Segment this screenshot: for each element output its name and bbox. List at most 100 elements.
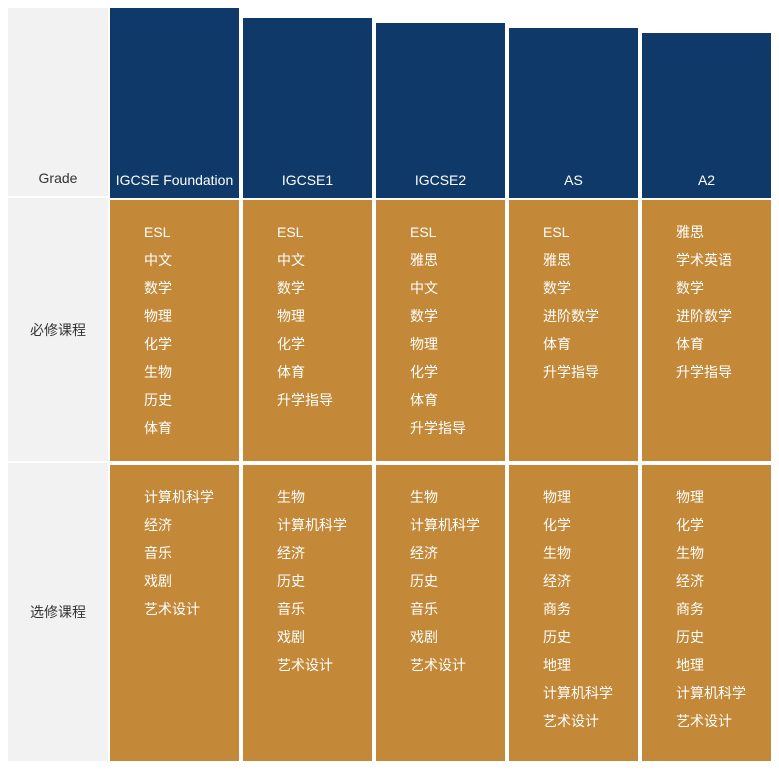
list-item: 数学 <box>519 274 634 302</box>
list-item: 学术英语 <box>652 246 767 274</box>
list-item: 体育 <box>519 330 634 358</box>
list-item: 雅思 <box>652 218 767 246</box>
column-header: AS <box>507 28 640 198</box>
list-item: 计算机科学 <box>519 679 634 707</box>
list-item: 化学 <box>386 358 501 386</box>
required-cell: ESL中文数学物理化学生物历史体育 <box>108 198 241 463</box>
list-item: 地理 <box>519 651 634 679</box>
required-list: ESL中文数学物理化学生物历史体育 <box>120 218 235 442</box>
list-item: 艺术设计 <box>652 707 767 735</box>
list-item: 化学 <box>652 511 767 539</box>
list-item: 中文 <box>120 246 235 274</box>
list-item: 体育 <box>386 386 501 414</box>
list-item: 雅思 <box>386 246 501 274</box>
list-item: 升学指导 <box>253 386 368 414</box>
list-item: 计算机科学 <box>652 679 767 707</box>
list-item: 物理 <box>120 302 235 330</box>
list-item: 体育 <box>652 330 767 358</box>
required-label-text: 必修课程 <box>30 320 86 340</box>
elective-label-text: 选修课程 <box>30 602 86 622</box>
list-item: 经济 <box>519 567 634 595</box>
list-item: 计算机科学 <box>386 511 501 539</box>
list-item: 艺术设计 <box>386 651 501 679</box>
required-cell: ESL中文数学物理化学体育升学指导 <box>241 198 374 463</box>
grade-label-text: Grade <box>39 170 78 186</box>
elective-cell: 生物计算机科学经济历史音乐戏剧艺术设计 <box>374 463 507 763</box>
curriculum-table: Grade IGCSE Foundation IGCSE1 IGCSE2 AS A2 必修课… <box>8 8 773 763</box>
list-item: 戏剧 <box>253 623 368 651</box>
list-item: 升学指导 <box>386 414 501 442</box>
list-item: 数学 <box>652 274 767 302</box>
list-item: ESL <box>386 218 501 246</box>
list-item: 数学 <box>386 302 501 330</box>
list-item: 历史 <box>120 386 235 414</box>
list-item: 经济 <box>386 539 501 567</box>
column-header-text: A2 <box>698 172 715 188</box>
list-item: 进阶数学 <box>519 302 634 330</box>
list-item: ESL <box>120 218 235 246</box>
elective-list: 计算机科学经济音乐戏剧艺术设计 <box>120 483 235 623</box>
elective-cell: 生物计算机科学经济历史音乐戏剧艺术设计 <box>241 463 374 763</box>
list-item: 物理 <box>253 302 368 330</box>
list-item: 升学指导 <box>652 358 767 386</box>
list-item: 化学 <box>519 511 634 539</box>
list-item: 体育 <box>120 414 235 442</box>
list-item: 进阶数学 <box>652 302 767 330</box>
column-header-text: IGCSE Foundation <box>116 172 234 188</box>
list-item: 艺术设计 <box>253 651 368 679</box>
elective-cell: 物理化学生物经济商务历史地理计算机科学艺术设计 <box>507 463 640 763</box>
list-item: 计算机科学 <box>253 511 368 539</box>
row-label-required: 必修课程 <box>8 198 108 463</box>
list-item: 音乐 <box>253 595 368 623</box>
list-item: 数学 <box>253 274 368 302</box>
required-list: ESL雅思数学进阶数学体育升学指导 <box>519 218 634 386</box>
required-cell: 雅思学术英语数学进阶数学体育升学指导 <box>640 198 773 463</box>
list-item: 化学 <box>120 330 235 358</box>
list-item: 经济 <box>253 539 368 567</box>
elective-list: 生物计算机科学经济历史音乐戏剧艺术设计 <box>386 483 501 679</box>
required-list: 雅思学术英语数学进阶数学体育升学指导 <box>652 218 767 386</box>
list-item: 音乐 <box>120 539 235 567</box>
row-label-grade: Grade <box>8 8 108 198</box>
column-header-text: IGCSE2 <box>415 172 466 188</box>
list-item: 物理 <box>519 483 634 511</box>
list-item: 生物 <box>120 358 235 386</box>
required-list: ESL中文数学物理化学体育升学指导 <box>253 218 368 414</box>
list-item: 物理 <box>386 330 501 358</box>
column-header: IGCSE2 <box>374 23 507 198</box>
list-item: 生物 <box>253 483 368 511</box>
list-item: 历史 <box>386 567 501 595</box>
list-item: 地理 <box>652 651 767 679</box>
list-item: 雅思 <box>519 246 634 274</box>
list-item: 历史 <box>519 623 634 651</box>
list-item: 戏剧 <box>386 623 501 651</box>
list-item: 经济 <box>120 511 235 539</box>
column-header: IGCSE Foundation <box>108 8 241 198</box>
list-item: 计算机科学 <box>120 483 235 511</box>
list-item: 经济 <box>652 567 767 595</box>
required-cell: ESL雅思数学进阶数学体育升学指导 <box>507 198 640 463</box>
list-item: 商务 <box>519 595 634 623</box>
row-label-elective: 选修课程 <box>8 463 108 763</box>
list-item: 生物 <box>386 483 501 511</box>
elective-list: 物理化学生物经济商务历史地理计算机科学艺术设计 <box>519 483 634 735</box>
elective-list: 物理化学生物经济商务历史地理计算机科学艺术设计 <box>652 483 767 735</box>
list-item: 生物 <box>652 539 767 567</box>
column-header-text: IGCSE1 <box>282 172 333 188</box>
column-header: IGCSE1 <box>241 18 374 198</box>
list-item: 历史 <box>652 623 767 651</box>
column-header: A2 <box>640 33 773 198</box>
list-item: 历史 <box>253 567 368 595</box>
list-item: ESL <box>519 218 634 246</box>
list-item: 音乐 <box>386 595 501 623</box>
list-item: 升学指导 <box>519 358 634 386</box>
list-item: 中文 <box>253 246 368 274</box>
list-item: 体育 <box>253 358 368 386</box>
elective-cell: 计算机科学经济音乐戏剧艺术设计 <box>108 463 241 763</box>
required-cell: ESL雅思中文数学物理化学体育升学指导 <box>374 198 507 463</box>
list-item: ESL <box>253 218 368 246</box>
list-item: 艺术设计 <box>120 595 235 623</box>
elective-cell: 物理化学生物经济商务历史地理计算机科学艺术设计 <box>640 463 773 763</box>
list-item: 艺术设计 <box>519 707 634 735</box>
column-header-text: AS <box>564 172 583 188</box>
